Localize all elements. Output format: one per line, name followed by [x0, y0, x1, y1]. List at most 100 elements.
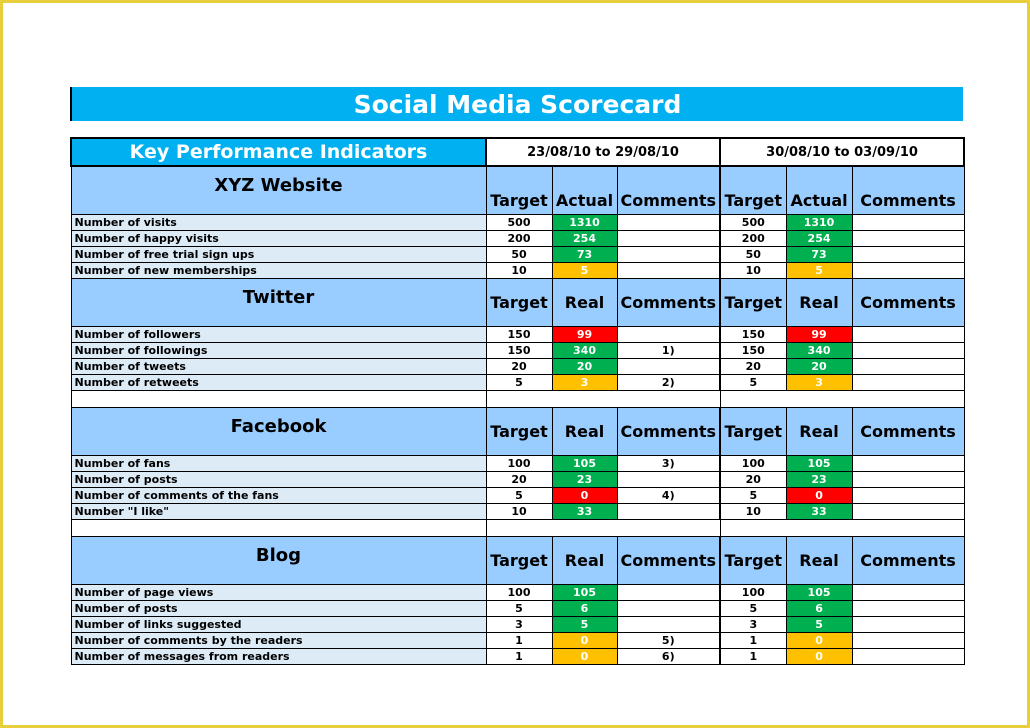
- metric-label: Number of followers: [70, 326, 487, 343]
- comment-cell: [851, 374, 965, 391]
- actual-value: 23: [551, 471, 618, 488]
- column-header: Comments: [616, 278, 721, 327]
- comment-cell: [616, 471, 721, 488]
- table-row: Number of comments of the fans 5 0 4) 5 0: [70, 487, 965, 504]
- section-title: Facebook: [70, 407, 487, 456]
- target-value: 200: [719, 230, 787, 247]
- comment-cell: [851, 487, 965, 504]
- actual-value: 0: [785, 487, 853, 504]
- column-header: Actual: [551, 165, 618, 215]
- column-header: Real: [551, 278, 618, 327]
- target-value: 10: [485, 503, 553, 520]
- actual-value: 5: [785, 262, 853, 279]
- comment-cell: [616, 246, 721, 263]
- section-header-row: Blog Target Real Comments Target Real Comments: [70, 536, 965, 585]
- target-value: 150: [485, 326, 553, 343]
- comment-cell: 6): [616, 648, 721, 665]
- comment-cell: [851, 503, 965, 520]
- comment-cell: [616, 262, 721, 279]
- column-header: Real: [551, 536, 618, 585]
- actual-value: 20: [551, 358, 618, 375]
- target-value: 20: [485, 471, 553, 488]
- table-row: Number of posts 5 6 5 6: [70, 600, 965, 617]
- target-value: 20: [719, 471, 787, 488]
- actual-value: 0: [551, 632, 618, 649]
- column-header: Target: [485, 407, 553, 456]
- page-title: Social Media Scorecard: [353, 89, 682, 119]
- comment-cell: [851, 358, 965, 375]
- table-row: Number of messages from readers 1 0 6) 1 0: [70, 648, 965, 665]
- metric-label: Number of page views: [70, 584, 487, 601]
- comment-cell: [851, 616, 965, 633]
- column-header: Comments: [851, 165, 965, 215]
- actual-value: 3: [785, 374, 853, 391]
- comment-cell: [851, 230, 965, 247]
- target-value: 1: [485, 632, 553, 649]
- target-value: 100: [485, 455, 553, 472]
- metric-label: Number of followings: [70, 342, 487, 359]
- target-value: 1: [719, 632, 787, 649]
- comment-cell: [616, 326, 721, 343]
- target-value: 20: [485, 358, 553, 375]
- table-row: Number of new memberships 10 5 10 5: [70, 262, 965, 279]
- comment-cell: [851, 342, 965, 359]
- target-value: 200: [485, 230, 553, 247]
- actual-value: 33: [551, 503, 618, 520]
- column-header: Target: [485, 278, 553, 327]
- comment-cell: [616, 358, 721, 375]
- column-header: Actual: [785, 165, 853, 215]
- section-header-row: Twitter Target Real Comments Target Real Comme…: [70, 278, 965, 327]
- spacer-cell: [485, 390, 721, 408]
- table-row: Number of visits 500 1310 500 1310: [70, 214, 965, 231]
- target-value: 50: [485, 246, 553, 263]
- target-value: 10: [719, 503, 787, 520]
- table-row: Number of comments by the readers 1 0 5) 1 0: [70, 632, 965, 649]
- table-row: Number of tweets 20 20 20 20: [70, 358, 965, 375]
- metric-label: Number of comments of the fans: [70, 487, 487, 504]
- metric-label: Number of visits: [70, 214, 487, 231]
- actual-value: 3: [551, 374, 618, 391]
- column-header: Comments: [851, 407, 965, 456]
- actual-value: 105: [551, 455, 618, 472]
- target-value: 5: [485, 374, 553, 391]
- actual-value: 5: [785, 616, 853, 633]
- comment-cell: [851, 600, 965, 617]
- comment-cell: [851, 584, 965, 601]
- table-row: Number of happy visits 200 254 200 254: [70, 230, 965, 247]
- spacer-cell: [70, 519, 487, 537]
- actual-value: 340: [785, 342, 853, 359]
- column-header: Real: [551, 407, 618, 456]
- column-header: Comments: [616, 536, 721, 585]
- actual-value: 33: [785, 503, 853, 520]
- comment-cell: 5): [616, 632, 721, 649]
- actual-value: 73: [551, 246, 618, 263]
- table-row: Number of followings 150 340 1) 150 340: [70, 342, 965, 359]
- target-value: 150: [719, 342, 787, 359]
- target-value: 150: [719, 326, 787, 343]
- comment-cell: [616, 214, 721, 231]
- comment-cell: [616, 616, 721, 633]
- metric-label: Number of retweets: [70, 374, 487, 391]
- actual-value: 6: [785, 600, 853, 617]
- metric-label: Number "I like": [70, 503, 487, 520]
- actual-value: 105: [785, 455, 853, 472]
- metric-label: Number of happy visits: [70, 230, 487, 247]
- target-value: 10: [485, 262, 553, 279]
- column-header: Real: [785, 278, 853, 327]
- spacer-cell: [70, 390, 487, 408]
- target-value: 20: [719, 358, 787, 375]
- table-row: Number of retweets 5 3 2) 5 3: [70, 374, 965, 391]
- target-value: 3: [719, 616, 787, 633]
- metric-label: Number of comments by the readers: [70, 632, 487, 649]
- target-value: 10: [719, 262, 787, 279]
- comment-cell: [616, 600, 721, 617]
- actual-value: 0: [785, 632, 853, 649]
- comment-cell: [851, 246, 965, 263]
- title-bar: Social Media Scorecard: [70, 87, 963, 121]
- target-value: 100: [485, 584, 553, 601]
- target-value: 50: [719, 246, 787, 263]
- target-value: 1: [485, 648, 553, 665]
- table-row: Number of page views 100 105 100 105: [70, 584, 965, 601]
- table-row: Number of links suggested 3 5 3 5: [70, 616, 965, 633]
- metric-label: Number of tweets: [70, 358, 487, 375]
